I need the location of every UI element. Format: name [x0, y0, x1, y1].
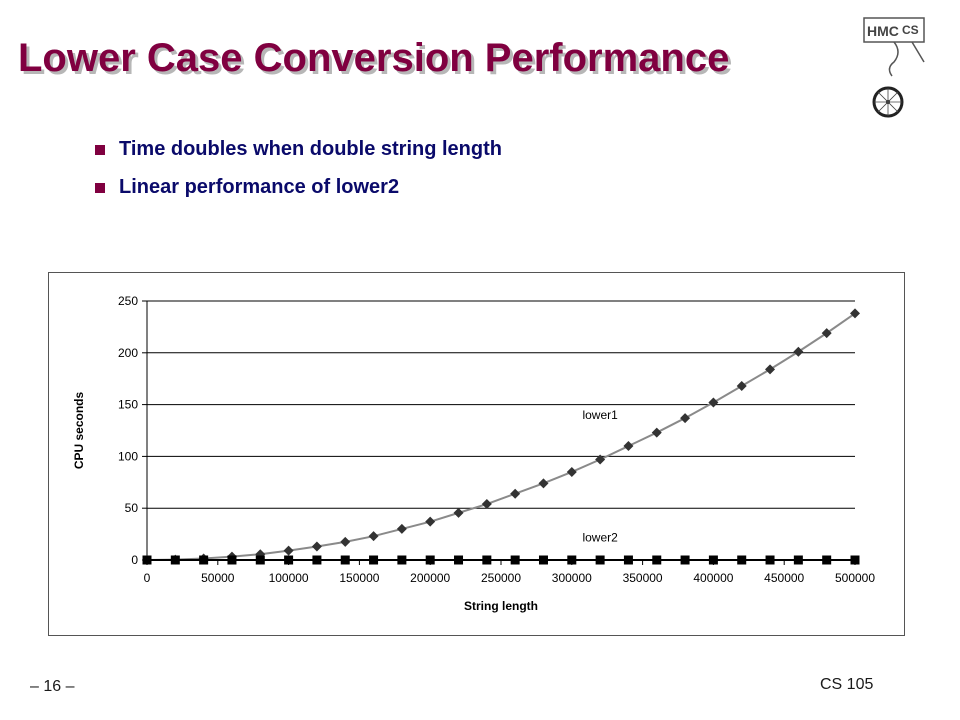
data-point-lower2	[340, 555, 350, 565]
data-point-lower2	[680, 555, 690, 565]
data-point-lower2	[567, 555, 577, 565]
x-tick-label: 0	[144, 571, 151, 585]
data-point-lower1	[566, 466, 577, 477]
x-tick-label: 200000	[410, 571, 450, 585]
data-point-lower2	[850, 555, 860, 565]
data-point-lower1	[311, 541, 322, 552]
data-point-lower1	[396, 523, 407, 534]
series-line-lower1	[146, 312, 856, 561]
x-tick-label: 50000	[201, 571, 235, 585]
series-annotation: lower2	[582, 530, 618, 544]
data-point-lower2	[482, 555, 492, 565]
data-point-lower1	[821, 328, 832, 339]
x-tick-label: 300000	[552, 571, 592, 585]
data-point-lower2	[397, 555, 407, 565]
x-tick-label: 450000	[764, 571, 804, 585]
data-point-lower2	[199, 555, 209, 565]
y-tick-label: 50	[125, 501, 139, 515]
data-point-lower1	[708, 397, 719, 408]
x-tick-label: 400000	[693, 571, 733, 585]
data-point-lower2	[425, 555, 435, 565]
x-tick-label: 250000	[481, 571, 521, 585]
data-point-lower1	[283, 545, 294, 556]
data-point-lower1	[850, 308, 860, 319]
data-point-lower1	[680, 413, 691, 424]
logo-figure-line	[888, 41, 899, 77]
logo-wheel-spoke	[877, 91, 899, 113]
data-point-lower2	[312, 555, 322, 565]
data-point-lower1	[481, 499, 492, 510]
data-point-lower2	[623, 555, 633, 565]
bullet-list: Time doubles when double string length L…	[95, 136, 502, 212]
data-point-lower2	[708, 555, 718, 565]
data-point-lower1	[736, 380, 747, 391]
x-tick-label: 100000	[269, 571, 309, 585]
bullet-item: Time doubles when double string length	[95, 136, 502, 162]
data-point-lower1	[340, 536, 351, 547]
y-tick-label: 200	[118, 346, 138, 360]
data-point-lower2	[595, 555, 605, 565]
page-number: – 16 –	[30, 678, 75, 695]
cpu-time-line-chart: 0 50 100 150 200 250 0 50000 100000 150000 200000 2…	[72, 294, 875, 613]
data-point-lower2	[652, 555, 662, 565]
data-point-lower1	[453, 507, 464, 518]
data-point-lower2	[510, 555, 520, 565]
hmc-cs-logo-icon: HMC CS	[863, 17, 925, 118]
data-point-lower1	[765, 364, 776, 375]
data-point-lower1	[538, 478, 549, 489]
data-point-lower1	[368, 531, 379, 542]
data-point-lower1	[793, 346, 804, 357]
logo-arm-line	[911, 41, 925, 63]
data-point-lower2	[284, 555, 294, 565]
data-point-lower2	[255, 555, 265, 565]
data-point-lower2	[454, 555, 464, 565]
x-tick-label: 150000	[339, 571, 379, 585]
course-label: CS 105	[820, 676, 874, 693]
data-point-lower1	[510, 488, 521, 499]
data-point-lower2	[737, 555, 747, 565]
series-annotation: lower1	[582, 408, 618, 422]
data-point-lower1	[623, 441, 634, 452]
data-point-lower1	[425, 516, 436, 527]
x-tick-label: 350000	[623, 571, 663, 585]
data-point-lower1	[651, 427, 662, 438]
y-axis-label: CPU seconds	[72, 391, 86, 469]
y-tick-label: 100	[118, 449, 138, 463]
y-tick-label: 0	[131, 553, 138, 567]
data-point-lower2	[538, 555, 548, 565]
slide-title: Lower Case Conversion Performance	[18, 36, 730, 80]
chart-container: 0 50 100 150 200 250 0 50000 100000 150000 200000 2…	[48, 272, 905, 636]
y-tick-label: 150	[118, 398, 138, 412]
y-tick-label: 250	[118, 294, 138, 308]
data-point-lower2	[170, 555, 180, 565]
logo-text-cs: CS	[902, 23, 919, 37]
x-axis-label: String length	[464, 599, 538, 613]
data-point-lower1	[595, 454, 606, 465]
data-point-lower2	[822, 555, 832, 565]
data-point-lower2	[765, 555, 775, 565]
data-point-lower2	[227, 555, 237, 565]
bullet-item: Linear performance of lower2	[95, 174, 502, 200]
data-point-lower2	[369, 555, 379, 565]
data-point-lower2	[142, 555, 152, 565]
x-tick-label: 500000	[835, 571, 875, 585]
data-point-lower2	[793, 555, 803, 565]
logo-text-hmc: HMC	[867, 23, 899, 39]
